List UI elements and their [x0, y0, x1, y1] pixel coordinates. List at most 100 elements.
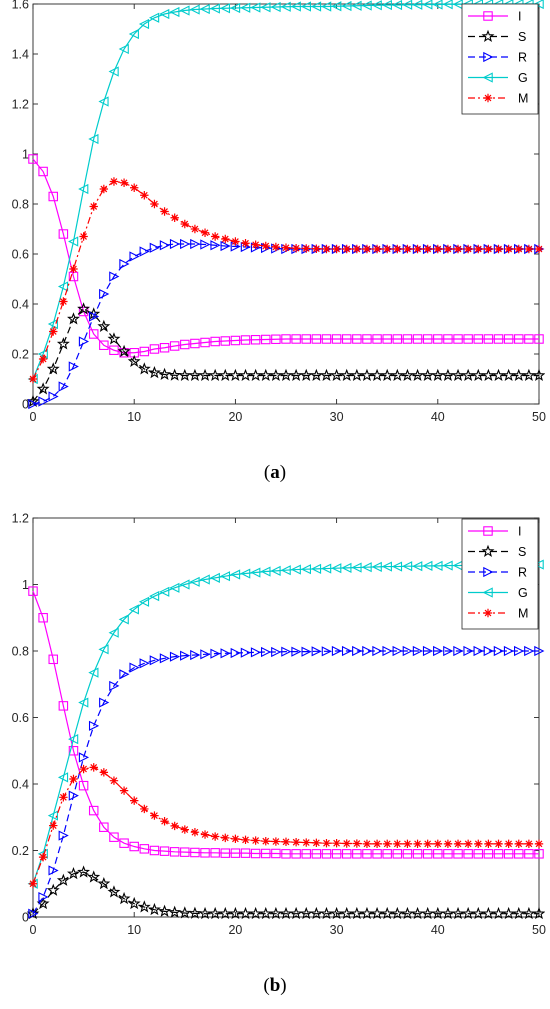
panel-a-series-m-point	[140, 191, 149, 200]
panel-b-series-r-point	[58, 830, 69, 841]
panel-b-series-s-point	[46, 883, 60, 896]
panel-b-series-s-point	[289, 906, 303, 920]
panel-b-series-s-point	[147, 902, 161, 916]
panel-b-series-i-point	[99, 822, 109, 832]
panel-b-series-i-point	[271, 848, 281, 859]
panel-a-series-m-point	[69, 264, 78, 274]
panel-a-series-r-point	[190, 238, 201, 250]
panel-a-series-g-point	[98, 96, 109, 107]
panel-a-series-g-point	[68, 236, 79, 247]
panel-b-series-g-point	[290, 564, 301, 575]
panel-a-series-r-point	[159, 240, 170, 251]
panel-a-series-s-point	[370, 368, 384, 381]
panel-b-series-r-point	[331, 645, 343, 657]
panel-b-series-r-point	[169, 651, 181, 662]
panel-a-series-m-point	[463, 244, 473, 254]
panel-a-series-s-point	[471, 368, 485, 381]
panel-b-xtick-label: 10	[127, 923, 141, 937]
panel-b-series-s-point	[522, 906, 536, 920]
panel-b-series-r-point	[200, 649, 211, 660]
panel-b-series-g-point	[442, 560, 453, 571]
panel-a-series-i-point	[38, 166, 48, 177]
panel-a-series-m-point	[231, 237, 240, 246]
panel-b-series-g-point	[209, 572, 220, 583]
panel-b-series-i-point	[58, 701, 69, 711]
panel-b-series-g-point	[412, 561, 423, 572]
panel-a-series-m-point	[291, 244, 301, 253]
panel-a-series-r-point	[28, 398, 39, 410]
panel-b-series-r-point	[514, 645, 525, 657]
panel-b-series-m-point	[484, 839, 493, 849]
panel-a-series-i-point	[524, 334, 534, 344]
panel-b-series-m-point	[69, 774, 78, 784]
panel-b-series-s-point	[309, 906, 323, 920]
panel-b-ytick-label: 0.4	[12, 778, 29, 792]
panel-a-series-r-point	[68, 361, 79, 372]
panel-b-series-r-point	[392, 645, 403, 657]
panel-a-series-m-point	[99, 184, 109, 194]
panel-b-series-g-point	[432, 560, 443, 571]
panel-b-series-i-point	[190, 847, 200, 858]
panel-b-series-s-point	[299, 906, 313, 920]
panel-a-series-i-point	[443, 334, 453, 344]
panel-a-series-s-point	[512, 368, 526, 381]
panel-a-series-s-point	[522, 368, 536, 381]
panel-b-series-r-point	[443, 645, 454, 657]
panel-b-series-s-point	[502, 906, 516, 920]
panel-b-series-r-point	[210, 648, 221, 659]
panel-a-legend-r: R	[468, 51, 527, 65]
panel-a-series-m-point	[180, 219, 189, 229]
panel-b-series-s-point	[56, 873, 70, 886]
panel-a-series-i-point	[473, 334, 484, 344]
panel-a-series-m-point	[251, 240, 260, 249]
panel-b-series-i-point	[78, 780, 89, 791]
panel-b-series-m-point	[494, 839, 503, 849]
panel-b-series-i-point	[200, 848, 210, 858]
panel-b-series-s-point	[320, 906, 333, 920]
panel-a-series-i-point	[261, 334, 271, 345]
panel-b-series-g-point	[98, 644, 109, 655]
panel-b-series-m-point	[534, 839, 544, 849]
panel-b-series-r-point	[230, 647, 241, 659]
panel-b-series-m-point	[28, 879, 38, 888]
panel-b-series-m-point	[210, 832, 220, 841]
panel-a-ytick-label: 0.4	[12, 298, 29, 312]
panel-a-series-s-point	[431, 368, 445, 381]
panel-b-series-r-point	[119, 669, 130, 680]
panel-b-series-s-point	[360, 906, 374, 920]
panel-b-series-i-point	[352, 849, 362, 859]
panel-b-series-r-point	[129, 662, 140, 673]
panel-b-series-g-point	[68, 734, 79, 745]
panel-a-series-g-point	[159, 8, 170, 20]
panel-b-series-g-point	[310, 563, 322, 574]
panel-a-series-i	[28, 154, 544, 358]
panel-a-series-g-point	[118, 43, 129, 55]
panel-a-series-m-point	[362, 244, 372, 254]
panel-a-series-m-point	[241, 239, 250, 248]
panel-b-series-i-point	[230, 848, 241, 858]
panel-a-xtick-label: 50	[532, 410, 546, 424]
panel-b-series-i-point	[483, 849, 494, 859]
panel-a-series-i-point	[119, 347, 129, 358]
panel-a-series-i-point	[210, 336, 220, 347]
panel-b-series-r-point	[190, 649, 201, 661]
panel-a-series-i-point	[190, 338, 200, 349]
panel-b-series-s-point	[492, 906, 505, 920]
panel-b-series-m-point	[302, 838, 311, 847]
panel-b-series-g-point	[159, 586, 170, 597]
panel-b-series-s-point	[532, 906, 545, 920]
panel-b-series-s-point	[279, 906, 293, 920]
panel-b-series-r-point	[473, 645, 484, 657]
panel-a-legend-g: G	[468, 71, 528, 85]
panel-a-series-r-point	[48, 391, 59, 402]
panel-b-series-r-point	[180, 650, 191, 661]
panel-b-series-r-point	[149, 655, 160, 666]
panel-b-series-i-point	[514, 849, 524, 859]
panel-b-series-m-point	[413, 839, 422, 849]
panel-b-series-g-point	[229, 569, 241, 580]
panel-a-series-r-point	[200, 239, 211, 250]
panel-b-series-m-point	[251, 836, 260, 845]
caption-a-open: (	[263, 462, 271, 483]
panel-b-series-m-point	[130, 796, 139, 805]
panel-b-series-i-point	[149, 845, 160, 856]
